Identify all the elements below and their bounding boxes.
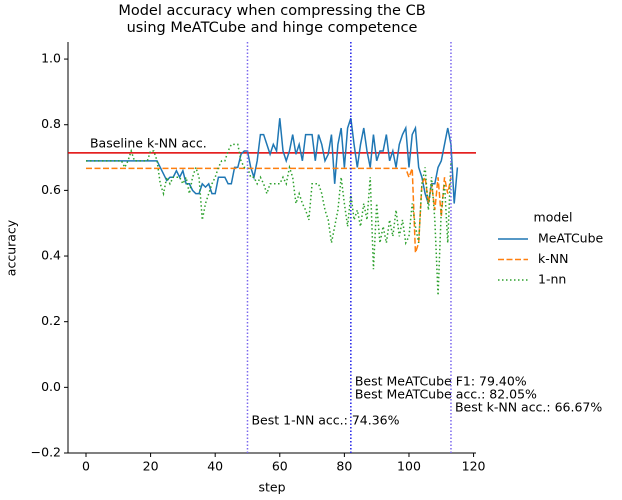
baseline-label: Baseline k-NN acc. (90, 135, 207, 150)
y-tick-label: 1.0 (41, 51, 61, 66)
x-tick-label: 40 (207, 459, 223, 474)
annotation: Best MeATCube F1: 79.40% (355, 374, 527, 389)
annotation: Best 1-NN acc.: 74.36% (251, 413, 399, 428)
x-axis-label: step (258, 480, 285, 495)
chart-title: using MeATCube and hinge competence (127, 20, 418, 36)
chart-title: Model accuracy when compressing the CB (118, 3, 425, 19)
y-tick-label: 0.0 (41, 379, 61, 394)
data-line (85, 117, 459, 204)
annotation: Best MeATCube acc.: 82.05% (355, 387, 537, 402)
y-tick-label: −0.2 (31, 445, 61, 460)
legend-label: 1-nn (538, 272, 566, 287)
x-tick-label: 20 (143, 459, 159, 474)
y-tick-label: 0.2 (41, 313, 61, 328)
x-tick-label: 120 (462, 459, 486, 474)
x-tick-label: 80 (336, 459, 352, 474)
legend-label: k-NN (538, 251, 568, 266)
legend-label: MeATCube (538, 231, 604, 246)
x-tick-label: 0 (82, 459, 90, 474)
x-tick-label: 100 (397, 459, 421, 474)
legend-title: model (534, 210, 573, 225)
y-tick-label: 0.6 (41, 182, 61, 197)
y-tick-label: 0.4 (41, 248, 61, 263)
annotation: Best k-NN acc.: 66.67% (455, 400, 602, 415)
data-line (85, 167, 452, 253)
y-axis-label: accuracy (4, 219, 19, 276)
x-tick-label: 60 (272, 459, 288, 474)
y-tick-label: 0.8 (41, 116, 61, 131)
